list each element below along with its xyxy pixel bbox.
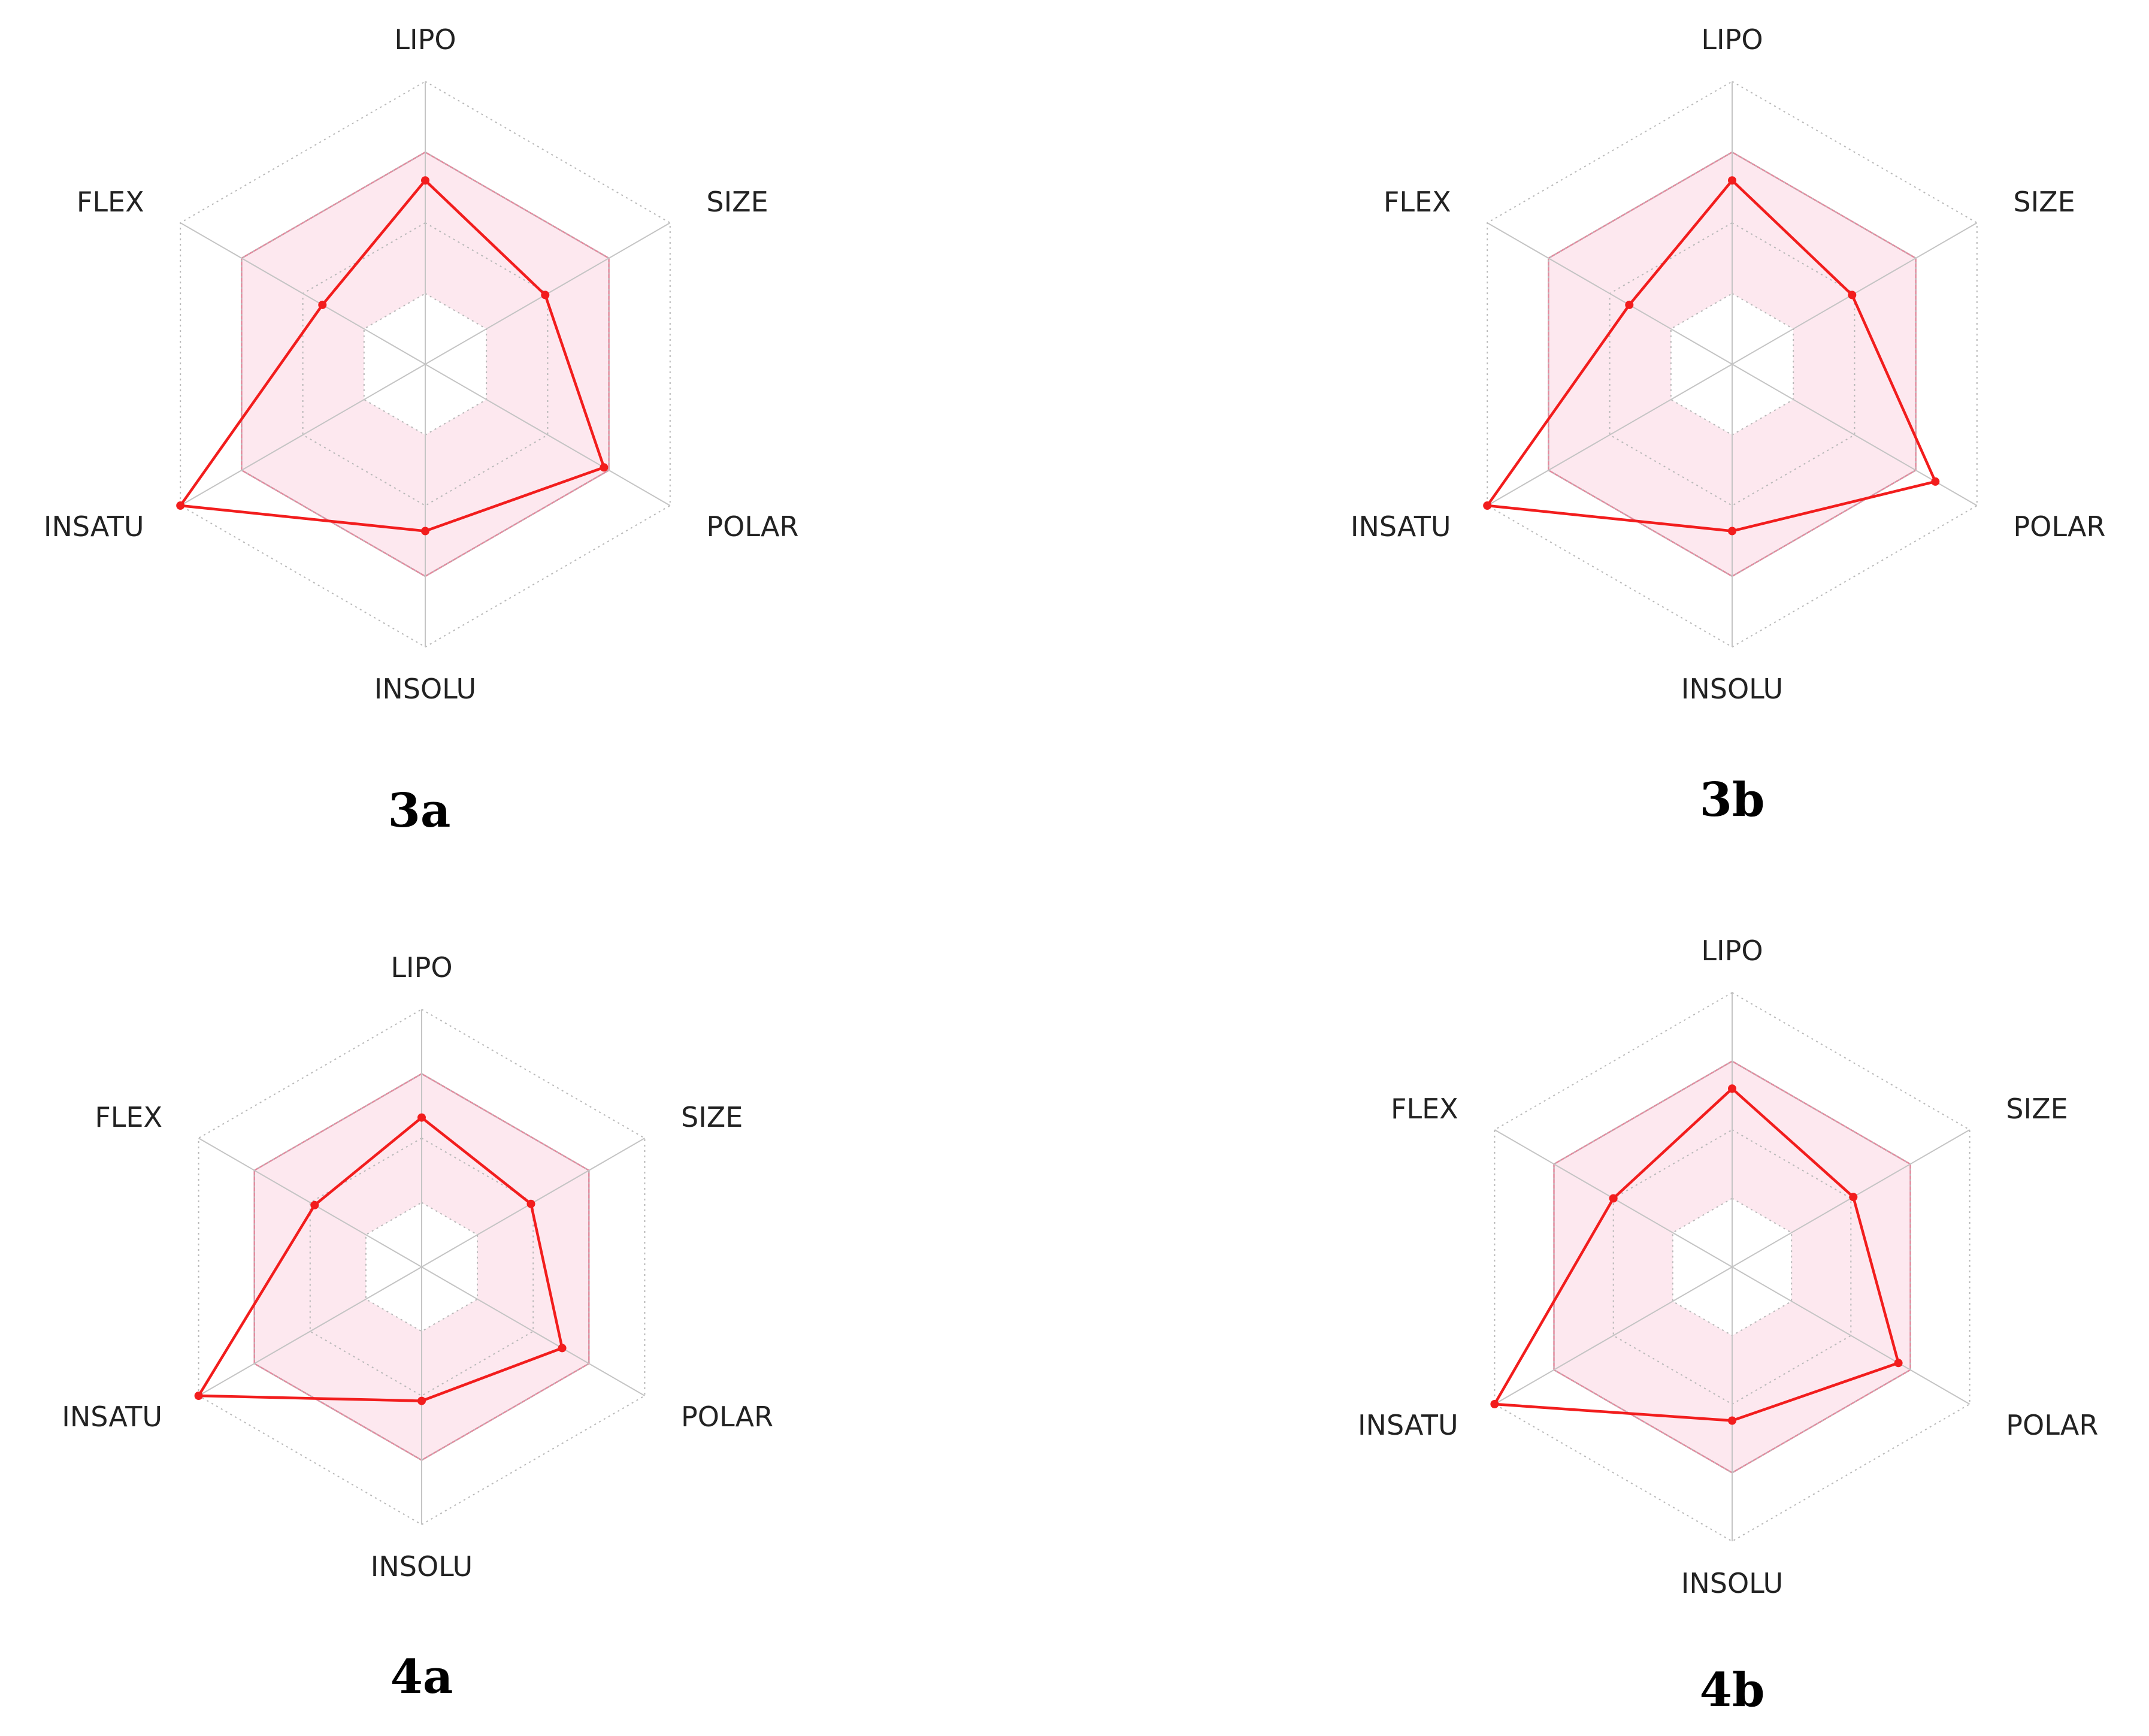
axis-spoke-flex bbox=[1487, 222, 1733, 365]
axis-label-insatu: INSATU bbox=[1358, 1409, 1458, 1441]
radar-panel-4b: LIPO SIZE POLAR INSOLU INSATU FLEX 4b bbox=[1358, 934, 2098, 1717]
axis-spoke-polar bbox=[1732, 1266, 1971, 1405]
axis-label-insolu: INSOLU bbox=[1681, 673, 1783, 705]
axis-label-flex: FLEX bbox=[77, 186, 144, 218]
optimal-range-band bbox=[241, 152, 609, 576]
axis-label-flex: FLEX bbox=[1384, 186, 1451, 218]
radar-panel-4a: LIPO SIZE POLAR INSOLU INSATU FLEX 4a bbox=[62, 951, 773, 1704]
data-point-flex bbox=[1609, 1194, 1618, 1203]
axis-label-lipo: LIPO bbox=[1701, 934, 1763, 967]
data-point-polar bbox=[1931, 477, 1940, 486]
panel-label: 3b bbox=[1700, 773, 1765, 827]
optimal-range-band bbox=[254, 1073, 589, 1460]
axis-label-insatu: INSATU bbox=[62, 1401, 162, 1433]
axis-label-lipo: LIPO bbox=[394, 23, 456, 56]
axis-label-size: SIZE bbox=[2013, 186, 2075, 218]
data-point-flex bbox=[318, 300, 327, 309]
axis-label-flex: FLEX bbox=[1391, 1093, 1458, 1125]
axis-label-polar: POLAR bbox=[2013, 510, 2105, 543]
data-point-insolu bbox=[417, 1396, 426, 1405]
panel-label: 4a bbox=[391, 1650, 453, 1704]
axis-spoke-insatu bbox=[1494, 1266, 1733, 1405]
axis-label-insolu: INSOLU bbox=[371, 1550, 473, 1583]
axis-label-polar: POLAR bbox=[706, 510, 798, 543]
data-point-size bbox=[526, 1199, 535, 1208]
data-point-insatu bbox=[194, 1392, 203, 1400]
data-point-polar bbox=[600, 463, 609, 472]
axis-spoke-insatu bbox=[1487, 364, 1733, 506]
axis-label-insatu: INSATU bbox=[1351, 510, 1451, 543]
data-point-flex bbox=[310, 1200, 319, 1209]
axis-label-insolu: INSOLU bbox=[374, 673, 476, 705]
data-point-polar bbox=[1894, 1359, 1903, 1368]
axis-label-size: SIZE bbox=[681, 1101, 743, 1133]
panel-label: 4b bbox=[1700, 1663, 1765, 1717]
optimal-range-band bbox=[1548, 152, 1916, 576]
axis-label-size: SIZE bbox=[2006, 1093, 2068, 1125]
axis-spoke-polar bbox=[425, 364, 671, 506]
radar-panel-3a: LIPO SIZE POLAR INSOLU INSATU FLEX 3a bbox=[44, 23, 799, 838]
data-point-lipo bbox=[417, 1113, 426, 1122]
data-point-lipo bbox=[1728, 176, 1736, 185]
data-point-insolu bbox=[1728, 1416, 1736, 1425]
data-point-size bbox=[1848, 291, 1857, 300]
data-point-lipo bbox=[1728, 1084, 1736, 1093]
data-point-size bbox=[541, 291, 550, 300]
axis-spoke-flex bbox=[198, 1138, 422, 1268]
data-point-size bbox=[1849, 1193, 1858, 1202]
axis-label-lipo: LIPO bbox=[391, 951, 452, 984]
panel-label: 3a bbox=[388, 784, 451, 838]
data-point-insatu bbox=[1490, 1400, 1499, 1408]
axis-spoke-flex bbox=[180, 222, 426, 365]
axis-spoke-polar bbox=[421, 1266, 645, 1396]
axis-label-insatu: INSATU bbox=[44, 510, 144, 543]
optimal-range-band bbox=[1554, 1061, 1911, 1473]
data-point-flex bbox=[1625, 300, 1634, 309]
data-point-lipo bbox=[421, 176, 429, 185]
axis-label-size: SIZE bbox=[706, 186, 768, 218]
data-point-insolu bbox=[1728, 527, 1736, 536]
axis-label-flex: FLEX bbox=[95, 1101, 162, 1133]
axis-label-polar: POLAR bbox=[2006, 1409, 2098, 1441]
axis-label-insolu: INSOLU bbox=[1681, 1567, 1783, 1599]
axis-spoke-insatu bbox=[180, 364, 426, 506]
radar-panel-3b: LIPO SIZE POLAR INSOLU INSATU FLEX 3b bbox=[1351, 23, 2106, 827]
data-point-insatu bbox=[1483, 501, 1492, 510]
axis-label-polar: POLAR bbox=[681, 1401, 773, 1433]
axis-label-lipo: LIPO bbox=[1701, 23, 1763, 56]
data-point-insatu bbox=[176, 501, 185, 510]
data-point-insolu bbox=[421, 527, 429, 536]
axis-spoke-insatu bbox=[198, 1266, 422, 1396]
data-point-polar bbox=[558, 1344, 567, 1353]
